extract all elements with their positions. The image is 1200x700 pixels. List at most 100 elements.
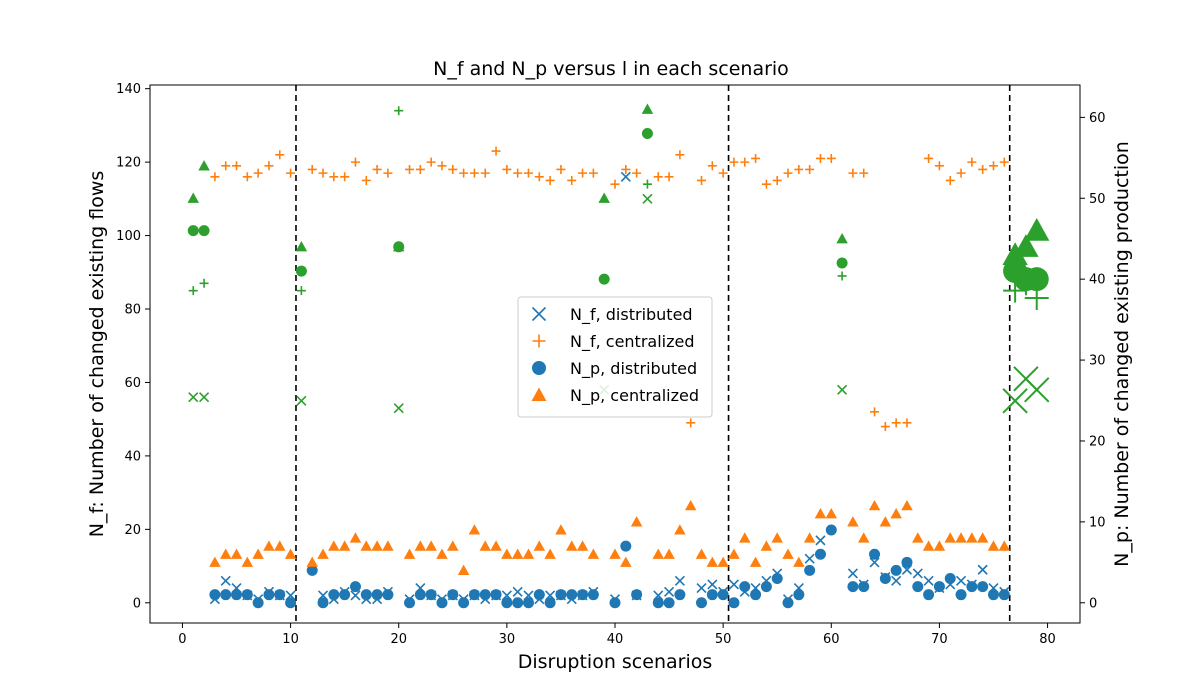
data-point (610, 179, 620, 189)
data-point (696, 597, 708, 609)
y-right-tick-label: 20 (1089, 434, 1106, 449)
data-point (360, 589, 372, 601)
data-point (567, 175, 577, 185)
x-tick-label: 80 (1039, 632, 1056, 647)
data-point (566, 589, 578, 601)
data-point (912, 581, 924, 593)
data-point (468, 524, 481, 535)
data-point (523, 168, 533, 178)
data-point (859, 168, 869, 178)
y-right-tick-label: 60 (1089, 111, 1106, 126)
data-point (296, 286, 306, 296)
data-point (815, 535, 826, 546)
data-point (511, 548, 524, 559)
data-point (502, 164, 512, 174)
data-point (209, 589, 221, 601)
data-point (414, 540, 427, 551)
data-point (771, 573, 783, 585)
data-point (296, 395, 307, 406)
data-point (815, 153, 825, 163)
data-point (890, 564, 902, 576)
data-point (415, 164, 425, 174)
data-point (675, 150, 685, 160)
data-point (491, 146, 501, 156)
data-point (220, 575, 231, 586)
data-point (728, 579, 740, 590)
data-point (641, 103, 654, 114)
data-point (340, 172, 350, 182)
data-point (718, 168, 728, 178)
data-point (674, 589, 686, 601)
data-point (944, 532, 956, 543)
data-point (405, 164, 415, 174)
data-point (565, 540, 578, 551)
data-point (545, 175, 555, 185)
data-point (317, 548, 329, 559)
data-point (241, 589, 253, 601)
data-points (187, 103, 1050, 609)
data-point (760, 581, 772, 593)
data-point (230, 548, 243, 559)
data-point (642, 193, 653, 204)
data-point (371, 540, 383, 551)
data-point (987, 589, 999, 601)
data-point (664, 172, 674, 182)
data-point (263, 589, 275, 601)
data-point (825, 508, 838, 519)
y-axis-left-label: N_f: Number of changed existing flows (86, 171, 108, 538)
y-left-tick-label: 60 (124, 376, 141, 391)
data-point (836, 232, 848, 244)
data-point (339, 589, 351, 601)
data-point (695, 548, 708, 559)
data-point (751, 153, 761, 163)
legend-entry: N_p, centralized (570, 386, 699, 406)
data-point (555, 589, 567, 601)
data-point (739, 532, 751, 543)
data-point (772, 175, 782, 185)
x-tick-label: 60 (823, 632, 840, 647)
data-point (382, 540, 394, 551)
data-point (274, 540, 286, 551)
data-point (664, 586, 675, 597)
data-point (890, 508, 902, 519)
y-left-tick-label: 120 (116, 156, 141, 171)
data-point (544, 548, 556, 559)
data-point (663, 597, 675, 609)
data-point (652, 597, 664, 609)
data-point (686, 418, 696, 428)
data-point (187, 225, 199, 237)
data-point (1013, 234, 1039, 257)
data-point (836, 257, 848, 269)
data-point (360, 540, 373, 551)
data-point (805, 164, 815, 174)
data-point (750, 589, 762, 601)
data-point (924, 153, 934, 163)
data-point (284, 548, 297, 559)
data-point (1002, 388, 1028, 414)
data-point (955, 532, 967, 543)
data-point (848, 168, 858, 178)
data-point (403, 548, 416, 559)
data-point (847, 581, 859, 593)
data-point (620, 540, 632, 552)
x-axis-label: Disruption scenarios (518, 651, 713, 673)
data-point (912, 568, 923, 579)
data-point (870, 407, 880, 417)
data-point (328, 540, 340, 551)
data-point (901, 499, 913, 511)
legend-marker (532, 334, 546, 348)
data-point (988, 161, 998, 171)
data-point (879, 573, 891, 585)
data-point (696, 583, 707, 594)
data-point (295, 241, 308, 252)
data-point (544, 597, 556, 609)
data-point (522, 597, 534, 609)
data-point (588, 168, 598, 178)
data-point (221, 161, 231, 171)
y-right-tick-label: 10 (1089, 515, 1106, 530)
data-point (350, 157, 360, 167)
data-point (447, 540, 459, 551)
data-point (285, 597, 297, 609)
data-point (490, 589, 502, 601)
data-point (598, 192, 610, 203)
